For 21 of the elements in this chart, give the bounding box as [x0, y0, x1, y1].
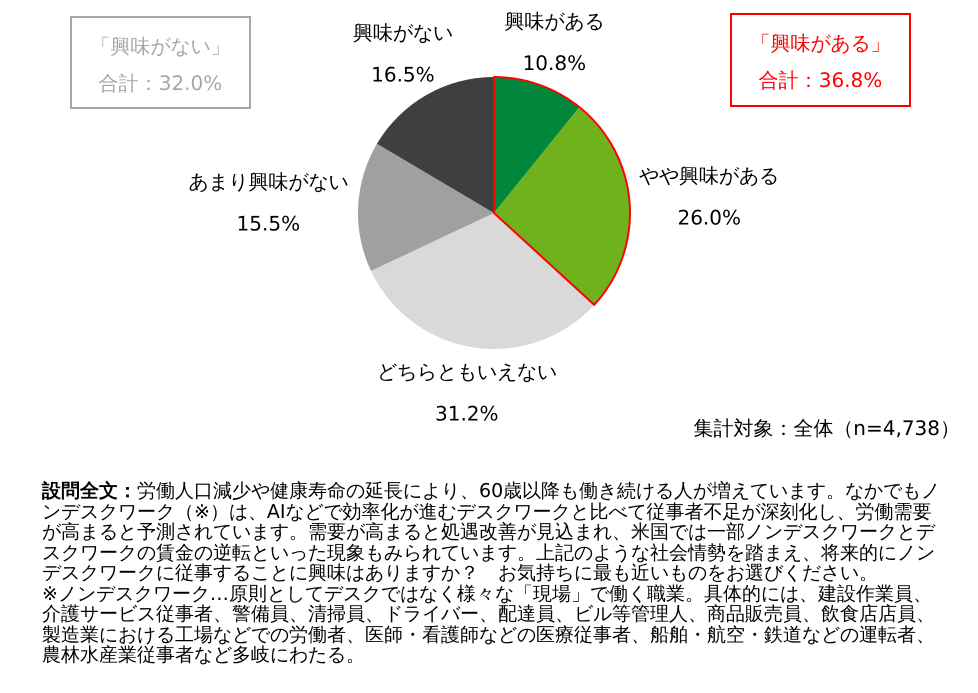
slice-label: あまり興味がない	[188, 169, 348, 194]
pie-slice	[370, 213, 594, 349]
text: 合計：32.0%	[98, 71, 222, 95]
slice-label: どちらともいえない	[376, 359, 557, 384]
slice-label: 興味がある	[504, 9, 604, 34]
pie-slice	[494, 107, 630, 305]
slice-label: やや興味がある	[639, 164, 780, 188]
text: 「興味がある」	[750, 31, 890, 55]
pie-slice	[358, 144, 494, 271]
data-label: 31.2%	[434, 401, 499, 426]
text: 集計対象：全体（n=4,738）	[693, 416, 960, 440]
text: 設問全文：労働人口減少や健康寿命の延長により、60歳以降も働き続ける人が増えています。なかでもノンデスクワーク（※）は、AIなどで効率化が進むデスクワークと比べて従事者不足が深刻化し、労働需要が高まると予測されています。需要が高まると処遇改善が見込まれ、米国では一部ノンデスクワークとデスクワークの賃金の逆転といった現象もみられています。上記のような社会情勢を踏まえ、将来的にノンデスクワークに従事することに興味はありますか？ お気持ちに最も近いものをお選びください。	[42, 480, 942, 584]
text: 「興味がない」	[90, 34, 230, 58]
data-label: 26.0%	[677, 206, 742, 230]
data-label: 10.8%	[522, 51, 586, 76]
text: 合計：36.8%	[758, 68, 882, 92]
data-label: 15.5%	[236, 211, 300, 236]
pie-slice	[494, 77, 580, 213]
data-label: 16.5%	[371, 62, 435, 86]
text: ※ノンデスクワーク…原則としてデスクではなく様々な「現場」で働く職業。具体的には、建設作業員、介護サービス従事者、警備員、清掃員、ドライバー、配達員、ビル等管理人、商品販売員、飲食店店員、製造業における工場などでの労働者、医師・看護師などの医療従事者、船舶・航空・鉄道などの運転者、農林水産業従事者など多岐にわたる。	[42, 582, 936, 666]
slice-label: 興味がない	[352, 20, 453, 44]
